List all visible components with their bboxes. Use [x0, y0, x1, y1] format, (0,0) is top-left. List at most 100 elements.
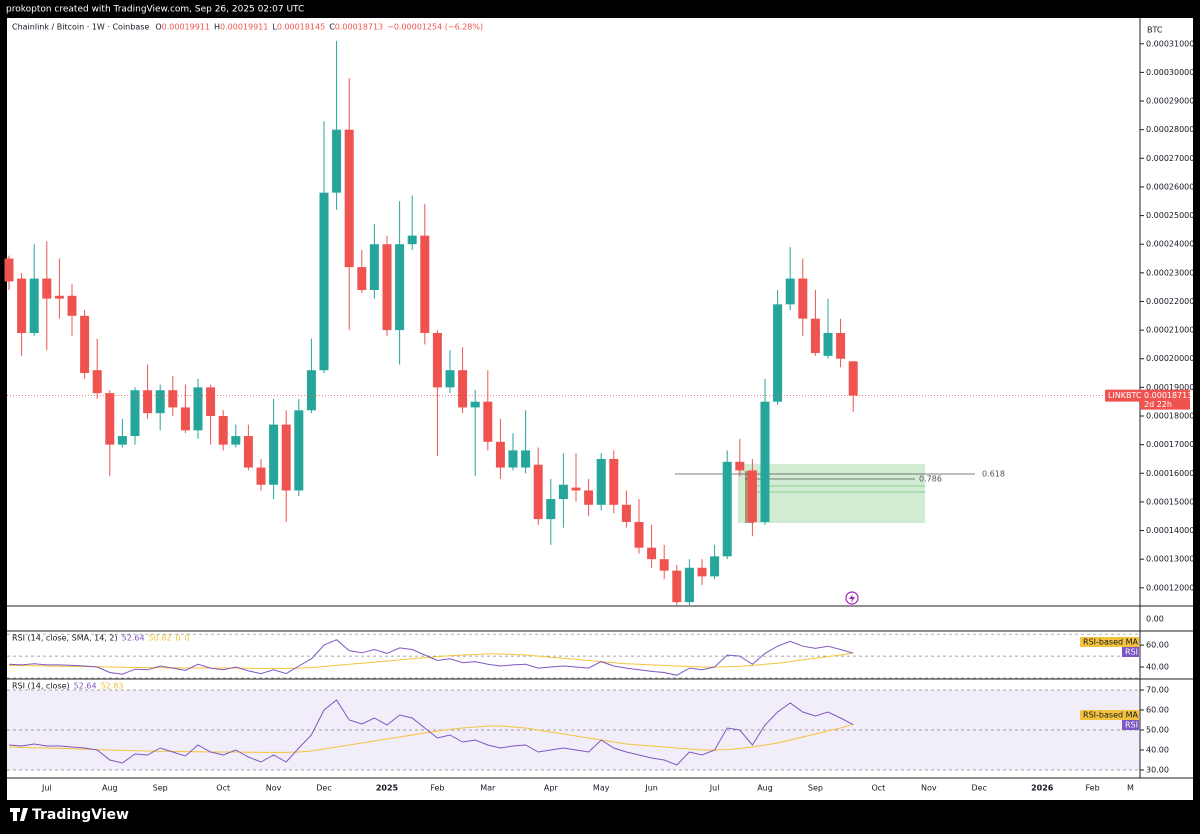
candle-body [382, 244, 392, 331]
y-tick-label: 70.00 [1146, 686, 1169, 695]
legend-text: O [155, 23, 161, 32]
price-tag-countdown: 2d 22h [1144, 400, 1172, 409]
y-tick-label: 0.00017000 [1146, 440, 1194, 449]
legend-text: 0.00019911 [220, 23, 268, 32]
rsi-tag: RSI [1125, 721, 1138, 730]
legend-text: C [329, 23, 335, 32]
price-tag-symbol: LINKBTC [1108, 391, 1142, 400]
y-tick-label: 0.00016000 [1146, 469, 1194, 478]
y-tick-label: 60.00 [1146, 706, 1169, 715]
x-tick-label: Apr [544, 784, 559, 793]
candle-body [281, 424, 291, 491]
x-tick-label: Nov [266, 784, 282, 793]
candle-body [672, 570, 682, 603]
candle-body [735, 461, 745, 471]
rsi-line [8, 699, 854, 766]
legend-text: RSI (14, close) [12, 682, 70, 691]
candle-body [80, 315, 90, 374]
legend-text: Chainlink / Bitcoin · 1W · Coinbase [12, 23, 149, 32]
candle-body [432, 332, 442, 388]
candle-body [54, 295, 64, 299]
y-tick-label: 0.00019000 [1146, 383, 1194, 392]
x-tick-label: Aug [757, 784, 773, 793]
candle-body [571, 487, 581, 491]
candle-body [584, 490, 594, 505]
candle-body [407, 235, 417, 245]
y-tick-label: 0.00029000 [1146, 97, 1194, 106]
brand: TradingView [10, 807, 129, 823]
y-tick-label: 0.00020000 [1146, 354, 1194, 363]
candle-body [533, 464, 543, 520]
legend-text: 0.00018145 [277, 23, 325, 32]
y-tick-label: 0.00027000 [1146, 154, 1194, 163]
candle-body [810, 318, 820, 354]
y-tick-label: 50.00 [1146, 726, 1169, 735]
candle-body [256, 467, 266, 485]
candle-body [521, 450, 531, 468]
legend-text: 0.00018713 [335, 23, 383, 32]
candle-body [760, 401, 770, 522]
candle-body [495, 441, 505, 468]
fib-label: 0.618 [982, 470, 1005, 479]
rsi-tag-box [1122, 647, 1139, 657]
candle-body [67, 295, 77, 316]
legend-text: 0.00019911 [162, 23, 210, 32]
candle-body [306, 370, 316, 411]
y-tick-label: 0.00015000 [1146, 497, 1194, 506]
candle-body [155, 390, 165, 414]
candle-body [344, 129, 354, 268]
candle-body [558, 484, 568, 500]
price-tag-value: 0.00018713 [1144, 391, 1192, 400]
x-tick-label: Nov [921, 784, 937, 793]
chart-area [7, 18, 1193, 800]
legend-text: 0 [175, 634, 180, 643]
candle-body [470, 401, 480, 408]
y-tick-label: 0.00031000 [1146, 39, 1194, 48]
x-tick-label: Jul [709, 784, 720, 793]
candle-body [42, 278, 52, 299]
x-tick-label: Feb [430, 784, 444, 793]
candle-body [218, 416, 228, 445]
y-tick-label: 0.00023000 [1146, 268, 1194, 277]
x-tick-label: M [1127, 784, 1134, 793]
y-tick-label: 0.00014000 [1146, 526, 1194, 535]
x-tick-label: Oct [216, 784, 230, 793]
rsi-tag: RSI-based MA [1083, 711, 1138, 720]
rsi-tag-box [1122, 720, 1139, 730]
candle-body [823, 332, 833, 356]
event-icon[interactable] [845, 591, 859, 605]
candle-body [798, 278, 808, 319]
candle-body [684, 567, 694, 603]
candle-body [369, 244, 379, 291]
y-tick-label: 0.00018000 [1146, 412, 1194, 421]
x-tick-label: Dec [971, 784, 986, 793]
x-tick-label: Sep [808, 784, 823, 793]
candle-body [621, 504, 631, 522]
legend-text: −0.00001254 (−6.28%) [387, 23, 483, 32]
candle-body [697, 567, 707, 577]
candle-body [848, 361, 858, 396]
candle-body [168, 390, 178, 408]
candle-body [29, 278, 39, 333]
candle-body [143, 390, 153, 414]
candle-body [231, 436, 241, 445]
x-tick-label: Jul [41, 784, 52, 793]
candle-body [4, 258, 14, 282]
candle-body [117, 436, 127, 445]
y-tick-label: 40.00 [1146, 746, 1169, 755]
y-tick-label: 0.00013000 [1146, 555, 1194, 564]
candle-body [785, 278, 795, 305]
fib-label: 0.786 [919, 475, 942, 484]
candle-body [634, 521, 644, 548]
rsi-line [8, 639, 854, 676]
candle-body [458, 370, 468, 408]
y-tick-label: 0.00024000 [1146, 240, 1194, 249]
y-tick-label: 30.00 [1146, 766, 1169, 775]
y-tick-label: 0.00 [1146, 615, 1164, 624]
candle-body [659, 559, 669, 571]
candle-body [609, 458, 619, 505]
y-tick-label: 0.00025000 [1146, 211, 1194, 220]
y-tick-label: 0.00012000 [1146, 583, 1194, 592]
